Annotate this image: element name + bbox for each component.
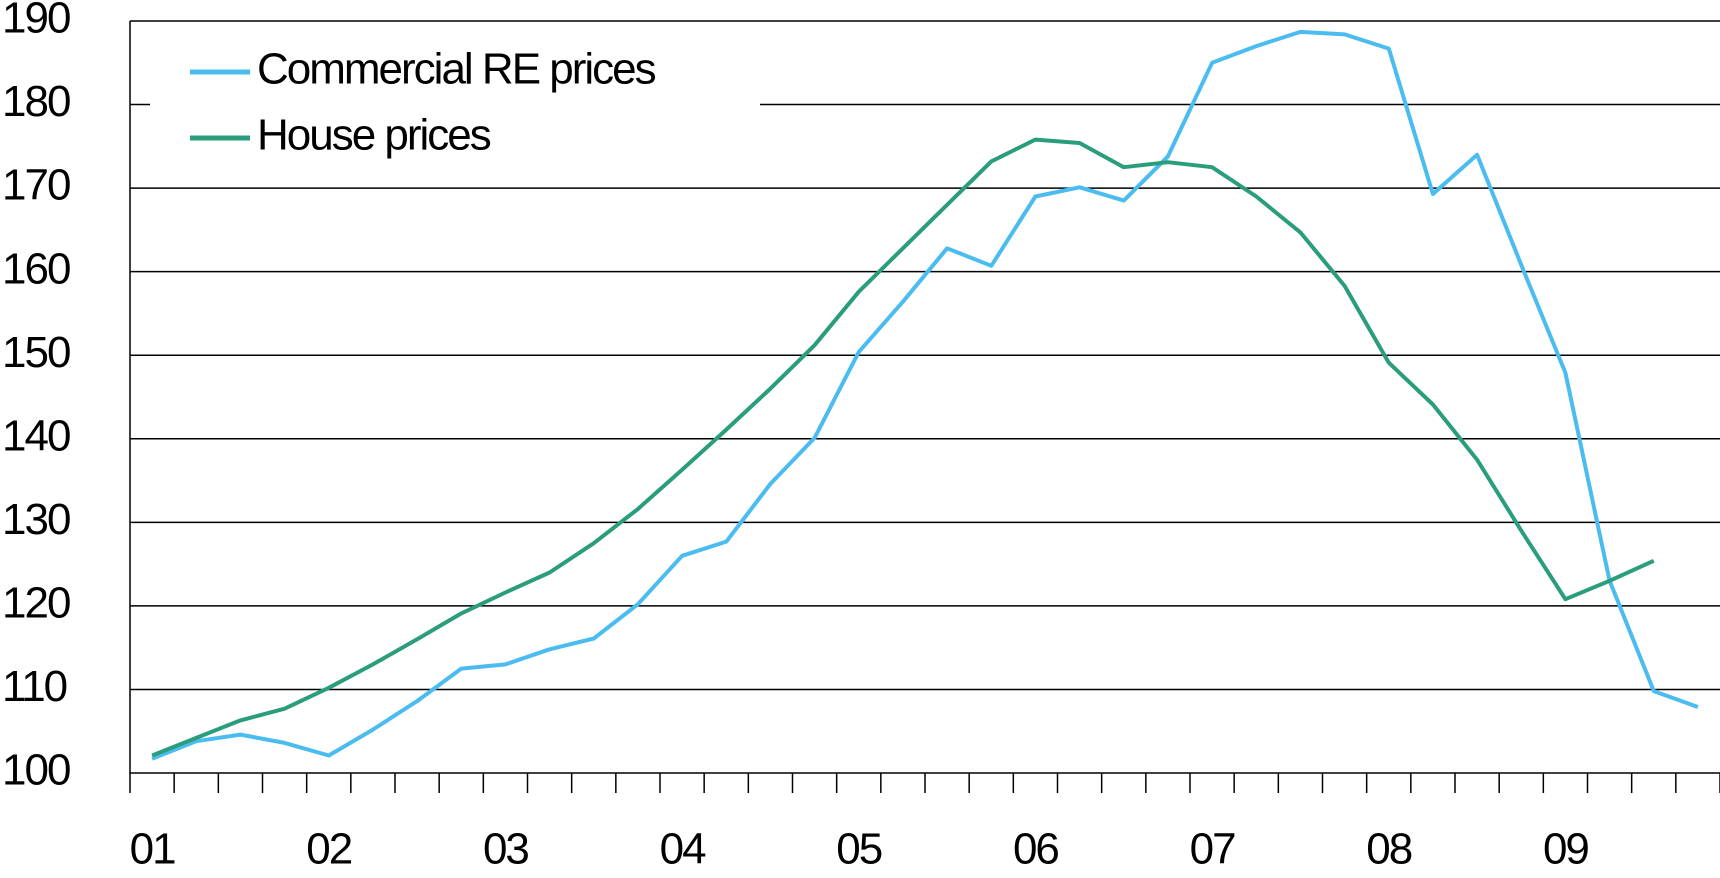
y-tick-label: 150: [2, 328, 70, 377]
x-tick-label: 02: [306, 825, 351, 874]
x-tick-label: 08: [1366, 825, 1411, 874]
y-tick-label: 100: [2, 746, 70, 795]
y-tick-label: 180: [2, 77, 70, 126]
series-line: [151, 137, 1655, 758]
x-tick-label: 03: [483, 825, 528, 874]
x-tick-label: 05: [836, 825, 881, 874]
y-tick-label: 140: [2, 411, 70, 460]
legend-label: Commercial RE prices: [257, 45, 656, 94]
y-tick-label: 190: [2, 0, 70, 43]
y-tick-label: 110: [2, 662, 67, 711]
x-tick-label: 09: [1543, 825, 1588, 874]
series-line: [151, 29, 1699, 761]
y-tick-label: 170: [2, 161, 70, 210]
x-tick-label: 07: [1190, 825, 1235, 874]
y-tick-label: 160: [2, 244, 70, 293]
legend-label: House prices: [257, 111, 491, 160]
x-tick-label: 04: [660, 825, 706, 874]
y-tick-label: 120: [2, 579, 70, 628]
legend-box: [150, 40, 760, 165]
x-tick-label: 01: [130, 825, 175, 874]
y-tick-label: 130: [2, 495, 70, 544]
x-tick-label: 06: [1013, 825, 1058, 874]
